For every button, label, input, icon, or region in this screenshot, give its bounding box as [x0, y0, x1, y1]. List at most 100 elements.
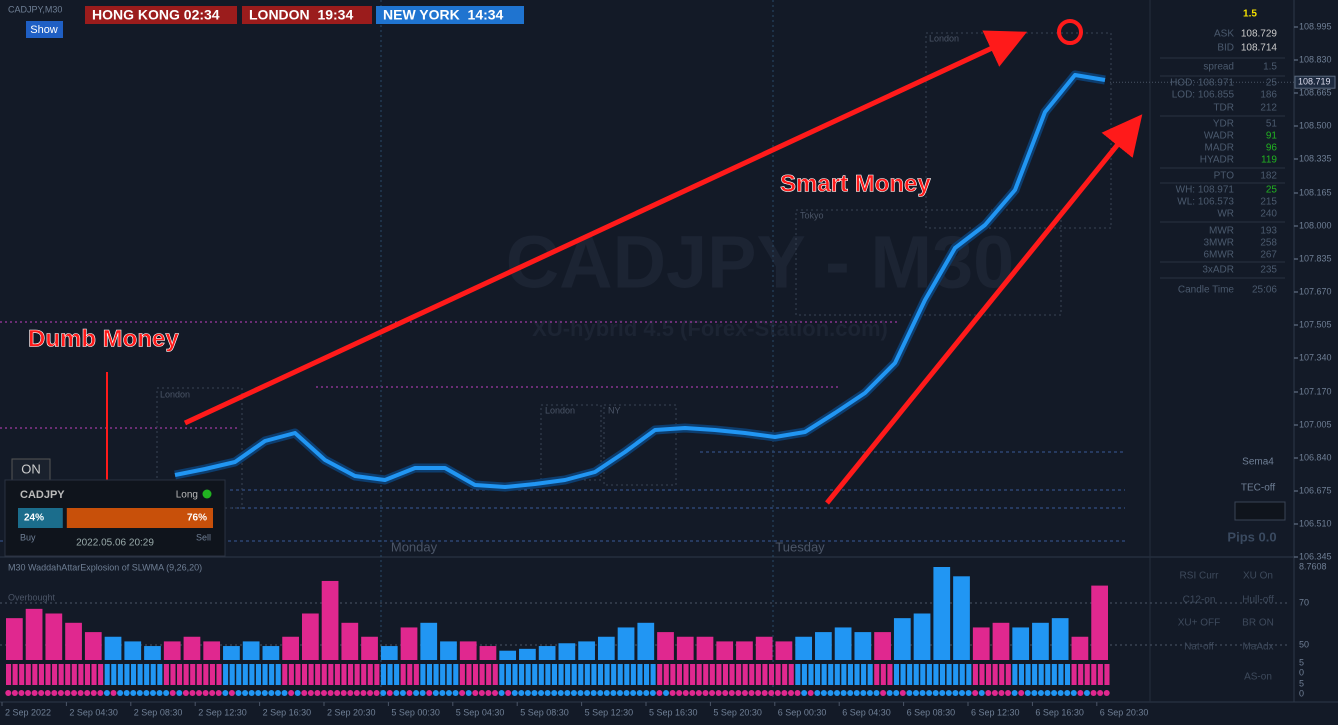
histogram-bar — [104, 636, 122, 660]
signal-dot — [1103, 690, 1110, 696]
signal-dot — [741, 690, 748, 696]
signal-cell — [479, 664, 485, 685]
histogram-bar — [795, 636, 813, 660]
info-label: Candle Time — [1178, 285, 1235, 296]
y-tick-label: 108.995 — [1299, 21, 1332, 31]
session-time: HONG KONG 02:34 — [92, 7, 220, 23]
signal-cell — [920, 664, 926, 685]
signal-dot — [669, 690, 676, 696]
histogram-bar — [144, 646, 161, 660]
signal-dot — [439, 690, 446, 696]
signal-cell — [617, 664, 623, 685]
y-tick-label: 108.000 — [1299, 220, 1332, 230]
signal-cell — [854, 664, 860, 685]
signal-cell — [808, 664, 814, 685]
signal-dot — [643, 690, 650, 696]
signal-dot — [235, 690, 242, 696]
signal-cell — [321, 664, 327, 685]
y-tick-label: 107.670 — [1299, 286, 1332, 296]
signal-dot — [25, 690, 32, 696]
signal-cell — [282, 664, 288, 685]
indicator-control[interactable]: XU+ OFF — [1178, 618, 1221, 629]
indicator-axis-label: 0 — [1299, 688, 1304, 698]
indicator-control[interactable]: C12-on — [1183, 595, 1216, 606]
signal-dot — [676, 690, 683, 696]
signal-cell — [1038, 664, 1044, 685]
show-button[interactable] — [26, 21, 63, 38]
histogram-bar — [578, 641, 595, 660]
info-value: 240 — [1260, 209, 1277, 220]
indicator-axis-label: 0 — [1299, 667, 1304, 677]
histogram-bar — [558, 643, 576, 660]
indicator-control[interactable]: RSI Curr — [1180, 571, 1220, 582]
histogram-bar — [1051, 618, 1069, 660]
signal-cell — [262, 664, 268, 685]
y-tick-label: 108.165 — [1299, 187, 1332, 197]
signal-dot — [136, 690, 143, 696]
signal-cell — [157, 664, 163, 685]
indicator-control[interactable]: BR ON — [1242, 618, 1274, 629]
signal-cell — [565, 664, 571, 685]
signal-dot — [77, 690, 84, 696]
histogram-bar — [341, 622, 359, 660]
on-button-label[interactable]: ON — [21, 461, 41, 476]
show-button-label[interactable]: Show — [30, 24, 58, 36]
histogram-bar — [459, 641, 477, 660]
info-label: LOD: 106.855 — [1172, 90, 1235, 101]
signal-dot — [886, 690, 893, 696]
histogram-bar — [1071, 636, 1089, 660]
indicator-control[interactable]: XU On — [1243, 571, 1273, 582]
truetl-button[interactable] — [1234, 501, 1286, 521]
signal-dot — [492, 690, 499, 696]
signal-dot — [426, 690, 433, 696]
indicator-control[interactable]: MaAdx — [1242, 642, 1273, 653]
indicator-control[interactable]: Hull-off — [1242, 595, 1274, 606]
sentiment-label: Buy — [20, 532, 36, 542]
histogram-bar — [1012, 627, 1030, 660]
signal-cell — [624, 664, 630, 685]
info-value: 25 — [1266, 185, 1278, 196]
signal-cell — [499, 664, 505, 685]
signal-cell — [1091, 664, 1097, 685]
histogram-bar — [617, 627, 635, 660]
signal-dot — [393, 690, 400, 696]
widget-direction: Long — [176, 490, 198, 501]
x-tick-label: 2 Sep 16:30 — [263, 707, 312, 717]
signal-cell — [558, 664, 564, 685]
signal-dot — [189, 690, 196, 696]
histogram-bar — [972, 627, 990, 660]
signal-dot — [919, 690, 926, 696]
x-tick-label: 6 Sep 12:30 — [971, 707, 1020, 717]
signal-cell — [196, 664, 202, 685]
signal-dot — [294, 690, 301, 696]
signal-cell — [12, 664, 18, 685]
signal-cell — [275, 664, 281, 685]
signal-dot — [1090, 690, 1097, 696]
x-tick-label: 6 Sep 16:30 — [1035, 707, 1084, 717]
widget-symbol: CADJPY — [20, 489, 65, 501]
histogram-bar — [420, 622, 438, 660]
signal-dot — [524, 690, 531, 696]
signal-cell — [913, 664, 919, 685]
signal-dot — [959, 690, 966, 696]
info-value: 25:06 — [1252, 285, 1277, 296]
signal-dot — [117, 690, 124, 696]
indicator-control[interactable]: AS-on — [1244, 672, 1272, 683]
indicator-control[interactable]: Nat-off — [1184, 642, 1214, 653]
info-value: 215 — [1260, 197, 1277, 208]
signal-cell — [992, 664, 998, 685]
signal-cell — [209, 664, 215, 685]
signal-cell — [551, 664, 557, 685]
direction-dot — [202, 489, 212, 499]
signal-dot — [1005, 690, 1012, 696]
signal-dot — [663, 690, 670, 696]
signal-cell — [847, 664, 853, 685]
histogram-bar — [223, 646, 240, 660]
signal-cell — [828, 664, 834, 685]
signal-cell — [597, 664, 604, 685]
histogram-bar — [716, 641, 734, 660]
arrow — [825, 114, 1143, 505]
signal-cell — [1051, 664, 1057, 685]
signal-dot — [373, 690, 380, 696]
